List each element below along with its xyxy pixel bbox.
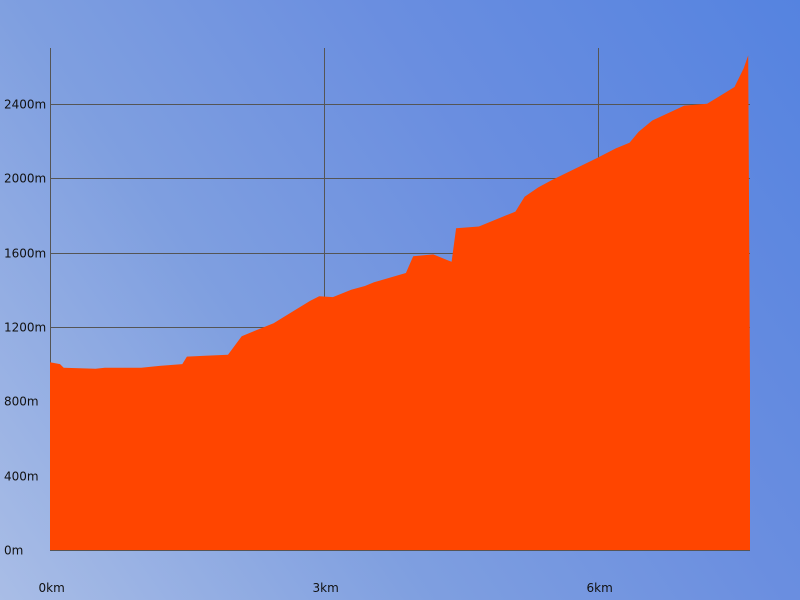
- y-tick-label: 1200m: [4, 321, 46, 335]
- y-tick-label: 800m: [4, 395, 39, 409]
- y-tick-label: 1600m: [4, 247, 46, 261]
- x-tick-label: 6km: [587, 581, 613, 595]
- x-tick-label: 0km: [39, 581, 65, 595]
- y-tick-label: 2400m: [4, 98, 46, 112]
- x-tick-label: 3km: [313, 581, 339, 595]
- y-tick-label: 2000m: [4, 172, 46, 186]
- elevation-area: [50, 55, 750, 551]
- y-tick-label: 0m: [4, 544, 23, 558]
- axis-labels: 0m 400m 800m 1200m 1600m 2000m 2400m 0km 3km 6km: [4, 98, 613, 596]
- y-tick-label: 400m: [4, 470, 39, 484]
